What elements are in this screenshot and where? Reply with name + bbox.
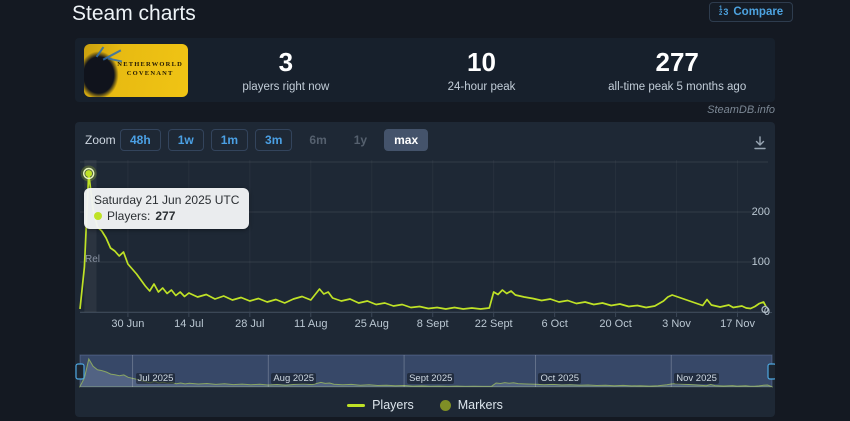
navigator-month-label: Nov 2025 bbox=[674, 373, 719, 384]
navigator-right-handle[interactable] bbox=[767, 363, 775, 380]
zoom-6m-button: 6m bbox=[309, 133, 327, 147]
game-capsule-image[interactable]: NETHERWORLD COVENANT bbox=[84, 43, 188, 97]
chart-legend: Players Markers bbox=[75, 398, 775, 412]
x-axis-label: 6 Oct bbox=[541, 318, 568, 330]
stat-label: 24-hour peak bbox=[447, 80, 516, 93]
zoom-3m-button[interactable]: 3m bbox=[255, 129, 293, 151]
y-axis-label: 100 bbox=[751, 256, 770, 268]
stats-columns: 3 players right now 10 24-hour peak 277 al… bbox=[188, 48, 775, 93]
page-title: Steam charts bbox=[72, 2, 196, 25]
compare-button-label: Compare bbox=[733, 6, 784, 18]
zoom-max-button[interactable]: max bbox=[384, 129, 429, 151]
navigator-month-label: Oct 2025 bbox=[538, 373, 582, 384]
x-axis-label: 25 Aug bbox=[354, 318, 389, 330]
tooltip-date: Saturday 21 Jun 2025 UTC bbox=[94, 193, 240, 207]
stat-value: 10 bbox=[467, 46, 496, 77]
tooltip-value: 277 bbox=[155, 209, 176, 223]
legend-label: Players bbox=[372, 398, 414, 412]
zoom-1m-button[interactable]: 1m bbox=[210, 129, 249, 151]
zoom-1w-button[interactable]: 1w bbox=[167, 129, 204, 151]
navigator-month-label: Sept 2025 bbox=[407, 373, 455, 384]
zoom-label: Zoom bbox=[85, 133, 116, 147]
current-point-marker bbox=[761, 305, 769, 314]
legend-line-swatch-icon bbox=[347, 403, 366, 407]
tooltip-series-name: Players: bbox=[107, 209, 151, 223]
download-icon[interactable] bbox=[751, 134, 769, 152]
legend-dot-swatch-icon bbox=[439, 399, 451, 411]
zoom-toolbar: Zoom 48h 1w 1m 3m 6m 1y max bbox=[75, 122, 775, 158]
zoom-48h-button[interactable]: 48h bbox=[120, 129, 161, 151]
y-axis-label: 0 bbox=[763, 306, 770, 318]
chart-card: Zoom 48h 1w 1m 3m 6m 1y max 30 Jun 14 Jul 28 Jul… bbox=[75, 122, 775, 417]
x-axis-label: 11 Aug bbox=[294, 318, 328, 330]
peak-marker[interactable] bbox=[85, 170, 93, 177]
players-line bbox=[79, 172, 769, 311]
x-axis-label: 22 Sept bbox=[474, 318, 513, 330]
peak-marker-ring bbox=[83, 167, 95, 180]
legend-label: Markers bbox=[457, 398, 503, 412]
stat-block: 3 players right now bbox=[188, 48, 384, 93]
stat-value: 3 bbox=[278, 46, 294, 77]
stat-block: 277 all-time peak 5 months ago bbox=[579, 48, 775, 93]
stats-card: NETHERWORLD COVENANT 3 players right now… bbox=[75, 38, 775, 102]
chart-tooltip: Saturday 21 Jun 2025 UTC Players: 277 bbox=[84, 188, 250, 229]
x-axis-label: 3 Nov bbox=[662, 318, 691, 330]
x-axis-label: 30 Jun bbox=[111, 318, 145, 330]
zoom-1y-button: 1y bbox=[353, 133, 368, 147]
stat-label: players right now bbox=[242, 80, 330, 93]
stat-value: 277 bbox=[655, 46, 699, 77]
navigator-month-label: Jul 2025 bbox=[135, 373, 176, 384]
navigator-area bbox=[80, 359, 772, 387]
steamdb-watermark: SteamDB.info bbox=[707, 104, 775, 116]
capsule-artwork bbox=[84, 47, 124, 97]
release-plotband-label: Rel bbox=[85, 254, 101, 265]
tooltip-series-dot-icon bbox=[94, 212, 102, 220]
legend-item-markers[interactable]: Markers bbox=[439, 398, 503, 412]
x-axis-label: 14 Jul bbox=[174, 318, 204, 330]
x-axis-label: 8 Sept bbox=[416, 318, 449, 330]
x-axis-label: 20 Oct bbox=[599, 318, 632, 330]
capsule-game-title: NETHERWORLD COVENANT bbox=[117, 60, 183, 77]
stat-label: all-time peak 5 months ago bbox=[608, 80, 747, 93]
legend-item-players[interactable]: Players bbox=[347, 398, 414, 412]
y-axis-label: 200 bbox=[751, 206, 770, 218]
zoom-buttons: 48h 1w 1m 3m 6m 1y max bbox=[120, 129, 429, 151]
x-axis-label: 17 Nov bbox=[720, 318, 755, 330]
stat-block: 10 24-hour peak bbox=[384, 48, 580, 93]
navigator-month-label: Aug 2025 bbox=[271, 373, 317, 384]
navigator-left-handle[interactable] bbox=[75, 363, 85, 380]
x-axis-label: 28 Jul bbox=[235, 318, 265, 330]
